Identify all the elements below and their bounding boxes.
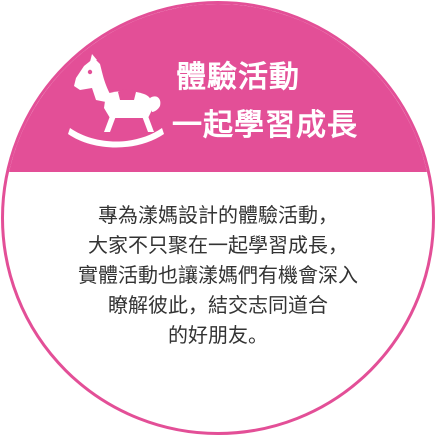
rocking-horse-icon: [68, 54, 164, 148]
description-line-4: 瞭解彼此，結交志同道合: [108, 293, 328, 317]
description-line-1: 專為漾媽設計的體驗活動，: [98, 203, 338, 227]
badge-title: 體驗活動 一起學習成長: [172, 60, 358, 144]
title-line-1: 體驗活動: [176, 60, 300, 95]
title-line-2: 一起學習成長: [172, 108, 358, 143]
badge-header-band: [4, 4, 432, 172]
badge-description: 專為漾媽設計的體驗活動， 大家不只聚在一起學習成長， 實體活動也讓漾媽們有機會深…: [4, 200, 432, 350]
description-line-2: 大家不只聚在一起學習成長，: [88, 233, 348, 257]
description-line-3: 實體活動也讓漾媽們有機會深入: [78, 263, 358, 287]
description-line-5: 的好朋友。: [168, 323, 268, 347]
